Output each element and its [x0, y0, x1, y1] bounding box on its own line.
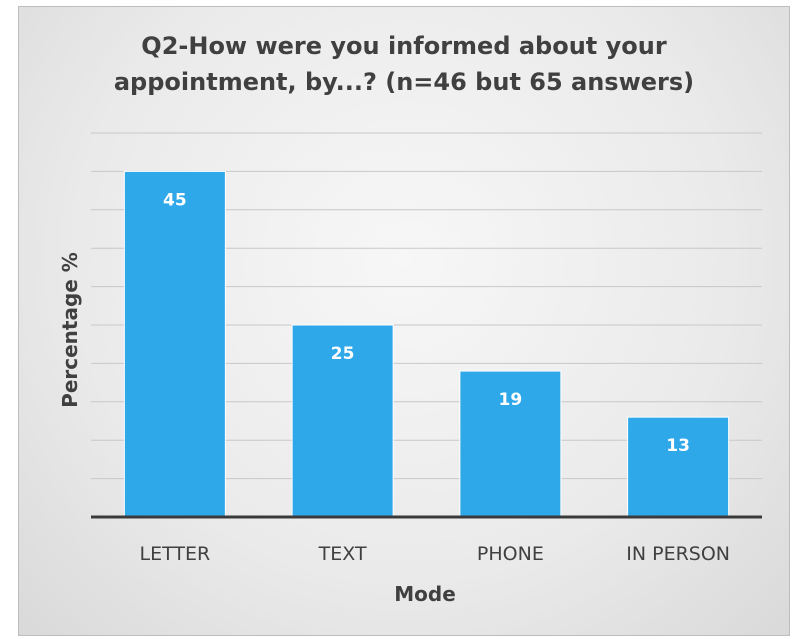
bars [124, 171, 728, 517]
x-axis-label: Mode [394, 582, 456, 606]
x-tick-label: PHONE [477, 543, 544, 565]
data-label: 19 [499, 390, 523, 410]
data-label: 45 [163, 190, 187, 210]
x-tick-label: IN PERSON [626, 543, 730, 565]
data-label: 25 [331, 344, 355, 364]
data-labels: 45 25 19 13 [163, 190, 690, 456]
data-label: 13 [666, 436, 690, 456]
y-axis-label: Percentage % [58, 252, 82, 408]
x-tick-label: TEXT [318, 543, 367, 565]
bar-in-person [628, 417, 729, 517]
bar-letter [124, 171, 225, 517]
x-tick-labels: LETTER TEXT PHONE IN PERSON [140, 543, 730, 565]
x-tick-label: LETTER [140, 543, 211, 565]
